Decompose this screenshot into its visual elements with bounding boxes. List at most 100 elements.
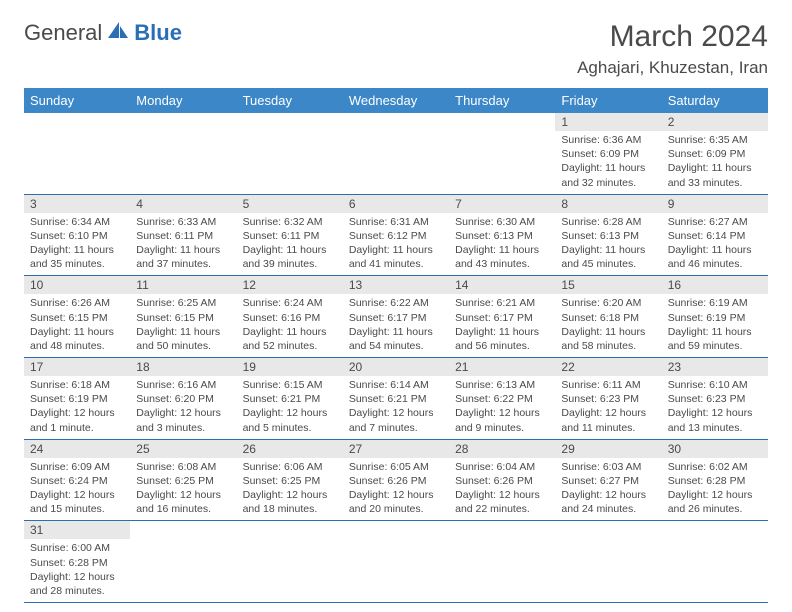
day-content <box>555 539 661 545</box>
day-line: Sunrise: 6:22 AM <box>349 296 443 310</box>
day-line: Sunrise: 6:27 AM <box>668 215 762 229</box>
day-number <box>662 521 768 539</box>
day-number: 31 <box>24 521 130 539</box>
day-line: Sunrise: 6:32 AM <box>243 215 337 229</box>
calendar-day-cell: 21Sunrise: 6:13 AMSunset: 6:22 PMDayligh… <box>449 358 555 440</box>
day-line: Daylight: 11 hours and 32 minutes. <box>561 161 655 189</box>
calendar-week-row: 10Sunrise: 6:26 AMSunset: 6:15 PMDayligh… <box>24 276 768 358</box>
day-line: Daylight: 11 hours and 52 minutes. <box>243 325 337 353</box>
day-line: Sunset: 6:15 PM <box>30 311 124 325</box>
calendar-empty-cell <box>130 113 236 194</box>
calendar: SundayMondayTuesdayWednesdayThursdayFrid… <box>24 88 768 603</box>
weekday-header: Wednesday <box>343 88 449 113</box>
calendar-day-cell: 10Sunrise: 6:26 AMSunset: 6:15 PMDayligh… <box>24 276 130 358</box>
calendar-empty-cell <box>555 521 661 603</box>
calendar-day-cell: 24Sunrise: 6:09 AMSunset: 6:24 PMDayligh… <box>24 439 130 521</box>
calendar-day-cell: 23Sunrise: 6:10 AMSunset: 6:23 PMDayligh… <box>662 358 768 440</box>
day-line: Sunset: 6:28 PM <box>30 556 124 570</box>
day-content: Sunrise: 6:03 AMSunset: 6:27 PMDaylight:… <box>555 458 661 521</box>
calendar-week-row: 1Sunrise: 6:36 AMSunset: 6:09 PMDaylight… <box>24 113 768 194</box>
day-line: Daylight: 11 hours and 43 minutes. <box>455 243 549 271</box>
day-number: 4 <box>130 195 236 213</box>
day-number: 5 <box>237 195 343 213</box>
day-line: Sunrise: 6:31 AM <box>349 215 443 229</box>
day-line: Sunrise: 6:02 AM <box>668 460 762 474</box>
day-line: Daylight: 11 hours and 50 minutes. <box>136 325 230 353</box>
day-line: Sunrise: 6:35 AM <box>668 133 762 147</box>
calendar-day-cell: 19Sunrise: 6:15 AMSunset: 6:21 PMDayligh… <box>237 358 343 440</box>
day-line: Sunrise: 6:10 AM <box>668 378 762 392</box>
day-line: Sunset: 6:11 PM <box>243 229 337 243</box>
day-line: Sunset: 6:23 PM <box>561 392 655 406</box>
day-number <box>449 113 555 131</box>
day-line: Daylight: 12 hours and 9 minutes. <box>455 406 549 434</box>
day-line: Daylight: 12 hours and 22 minutes. <box>455 488 549 516</box>
day-number <box>555 521 661 539</box>
day-number: 6 <box>343 195 449 213</box>
calendar-day-cell: 5 Sunrise: 6:32 AMSunset: 6:11 PMDaylight… <box>237 194 343 276</box>
calendar-day-cell: 25Sunrise: 6:08 AMSunset: 6:25 PMDayligh… <box>130 439 236 521</box>
day-number: 23 <box>662 358 768 376</box>
day-line: Daylight: 12 hours and 16 minutes. <box>136 488 230 516</box>
day-content: Sunrise: 6:30 AMSunset: 6:13 PMDaylight:… <box>449 213 555 276</box>
day-line: Daylight: 12 hours and 3 minutes. <box>136 406 230 434</box>
day-content <box>130 539 236 545</box>
day-number <box>449 521 555 539</box>
calendar-empty-cell <box>343 521 449 603</box>
day-line: Daylight: 11 hours and 45 minutes. <box>561 243 655 271</box>
calendar-day-cell: 30Sunrise: 6:02 AMSunset: 6:28 PMDayligh… <box>662 439 768 521</box>
day-content: Sunrise: 6:36 AMSunset: 6:09 PMDaylight:… <box>555 131 661 194</box>
day-number: 9 <box>662 195 768 213</box>
calendar-day-cell: 12Sunrise: 6:24 AMSunset: 6:16 PMDayligh… <box>237 276 343 358</box>
day-line: Sunset: 6:15 PM <box>136 311 230 325</box>
calendar-day-cell: 22Sunrise: 6:11 AMSunset: 6:23 PMDayligh… <box>555 358 661 440</box>
day-line: Sunrise: 6:06 AM <box>243 460 337 474</box>
day-line: Sunset: 6:24 PM <box>30 474 124 488</box>
day-number: 24 <box>24 440 130 458</box>
day-content: Sunrise: 6:28 AMSunset: 6:13 PMDaylight:… <box>555 213 661 276</box>
day-line: Daylight: 11 hours and 58 minutes. <box>561 325 655 353</box>
day-line: Sunset: 6:17 PM <box>455 311 549 325</box>
day-number: 22 <box>555 358 661 376</box>
day-number: 10 <box>24 276 130 294</box>
weekday-header: Tuesday <box>237 88 343 113</box>
day-line: Sunrise: 6:21 AM <box>455 296 549 310</box>
location: Aghajari, Khuzestan, Iran <box>577 58 768 78</box>
day-content: Sunrise: 6:15 AMSunset: 6:21 PMDaylight:… <box>237 376 343 439</box>
calendar-week-row: 17Sunrise: 6:18 AMSunset: 6:19 PMDayligh… <box>24 358 768 440</box>
day-line: Daylight: 11 hours and 39 minutes. <box>243 243 337 271</box>
day-number: 30 <box>662 440 768 458</box>
day-line: Sunrise: 6:20 AM <box>561 296 655 310</box>
day-line: Daylight: 11 hours and 37 minutes. <box>136 243 230 271</box>
calendar-day-cell: 4Sunrise: 6:33 AMSunset: 6:11 PMDaylight… <box>130 194 236 276</box>
day-line: Daylight: 12 hours and 5 minutes. <box>243 406 337 434</box>
day-number: 12 <box>237 276 343 294</box>
day-line: Sunrise: 6:36 AM <box>561 133 655 147</box>
day-line: Sunset: 6:27 PM <box>561 474 655 488</box>
day-number: 27 <box>343 440 449 458</box>
day-line: Sunrise: 6:26 AM <box>30 296 124 310</box>
day-line: Sunrise: 6:04 AM <box>455 460 549 474</box>
calendar-day-cell: 31Sunrise: 6:00 AMSunset: 6:28 PMDayligh… <box>24 521 130 603</box>
calendar-day-cell: 28Sunrise: 6:04 AMSunset: 6:26 PMDayligh… <box>449 439 555 521</box>
day-line: Sunrise: 6:25 AM <box>136 296 230 310</box>
day-number: 7 <box>449 195 555 213</box>
day-line: Sunrise: 6:33 AM <box>136 215 230 229</box>
day-number: 16 <box>662 276 768 294</box>
day-line: Sunrise: 6:13 AM <box>455 378 549 392</box>
day-line: Sunrise: 6:16 AM <box>136 378 230 392</box>
day-content: Sunrise: 6:19 AMSunset: 6:19 PMDaylight:… <box>662 294 768 357</box>
day-number: 20 <box>343 358 449 376</box>
day-content: Sunrise: 6:35 AMSunset: 6:09 PMDaylight:… <box>662 131 768 194</box>
day-line: Sunset: 6:14 PM <box>668 229 762 243</box>
calendar-empty-cell <box>662 521 768 603</box>
day-content: Sunrise: 6:00 AMSunset: 6:28 PMDaylight:… <box>24 539 130 602</box>
day-line: Daylight: 11 hours and 35 minutes. <box>30 243 124 271</box>
day-line: Daylight: 11 hours and 33 minutes. <box>668 161 762 189</box>
header: General Blue March 2024 Aghajari, Khuzes… <box>24 20 768 78</box>
day-line: Sunrise: 6:30 AM <box>455 215 549 229</box>
day-content: Sunrise: 6:21 AMSunset: 6:17 PMDaylight:… <box>449 294 555 357</box>
day-number: 11 <box>130 276 236 294</box>
calendar-day-cell: 8Sunrise: 6:28 AMSunset: 6:13 PMDaylight… <box>555 194 661 276</box>
day-content: Sunrise: 6:11 AMSunset: 6:23 PMDaylight:… <box>555 376 661 439</box>
